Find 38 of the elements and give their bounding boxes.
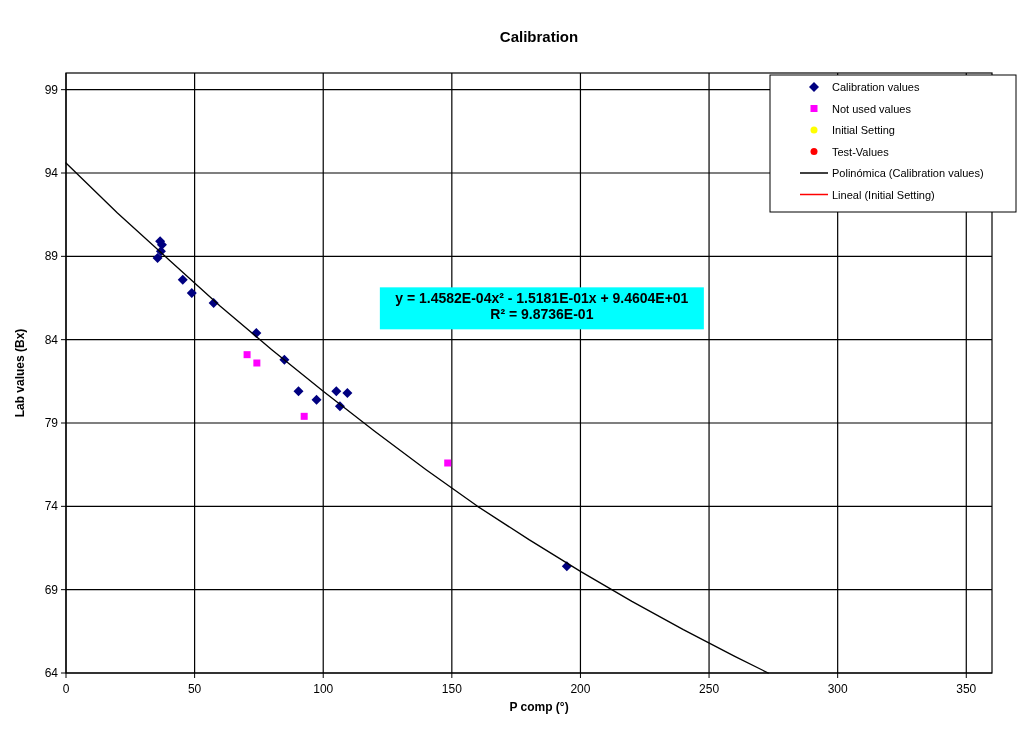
x-tick-label: 200 bbox=[570, 682, 591, 696]
point bbox=[177, 274, 188, 285]
y-tick-label: 74 bbox=[44, 499, 59, 514]
legend-label: Polinómica (Calibration values) bbox=[832, 167, 984, 179]
x-tick-label: 50 bbox=[187, 682, 202, 696]
y-tick-label: 79 bbox=[44, 416, 59, 430]
x-tick-label: 350 bbox=[956, 682, 977, 696]
point bbox=[444, 459, 452, 467]
annotation: y = 1.4582E-04x² - 1.5181E-01x + 9.4604E+01 bbox=[395, 290, 689, 307]
point bbox=[293, 386, 304, 397]
point bbox=[331, 386, 342, 397]
y-tick-label: 84 bbox=[44, 332, 59, 347]
point bbox=[253, 359, 261, 367]
point bbox=[186, 288, 197, 298]
x-tick-label: 250 bbox=[699, 682, 720, 696]
point bbox=[342, 388, 353, 398]
point bbox=[243, 351, 251, 359]
x-tick-label: 0 bbox=[62, 682, 70, 696]
point bbox=[300, 412, 308, 420]
y-tick-label: 64 bbox=[44, 666, 59, 680]
x-tick-label: 100 bbox=[313, 682, 334, 696]
legend-label: Not used values bbox=[832, 102, 912, 115]
x-tick-label: 150 bbox=[441, 682, 463, 696]
chart-title: Calibration bbox=[499, 28, 579, 45]
y-tick-label: 94 bbox=[44, 166, 59, 180]
y-axis-title: Lab values (Bx) bbox=[13, 328, 27, 418]
y-tick-label: 69 bbox=[44, 582, 59, 597]
annotation: R² = 9.8736E-01 bbox=[490, 306, 594, 323]
point bbox=[152, 253, 163, 263]
legend-label: Calibration values bbox=[832, 81, 920, 93]
x-axis-title: P comp (°) bbox=[509, 700, 569, 714]
y-tick-label: 89 bbox=[44, 249, 59, 264]
point bbox=[311, 394, 322, 405]
y-tick-label: 99 bbox=[44, 82, 59, 97]
legend-label: Lineal (Initial Setting) bbox=[832, 188, 935, 201]
legend-label: Test-Values bbox=[832, 145, 890, 158]
x-tick-label: 300 bbox=[827, 682, 848, 696]
legend-label: Initial Setting bbox=[832, 124, 895, 136]
